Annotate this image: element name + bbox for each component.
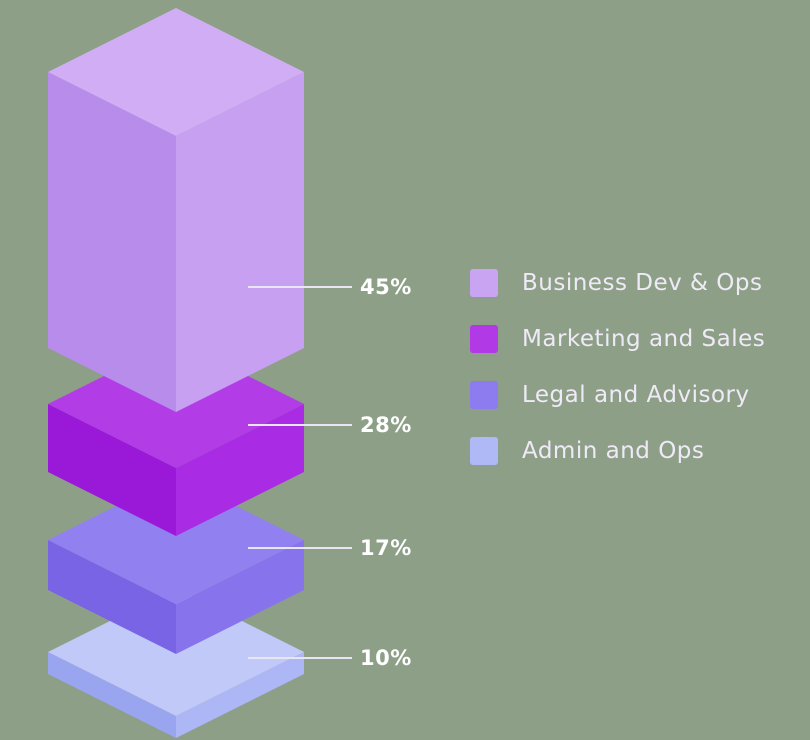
block-left-face <box>48 652 176 738</box>
legend-item-admin-ops: Admin and Ops <box>470 437 765 465</box>
block-right-face <box>176 404 304 536</box>
block-right-face <box>176 72 304 412</box>
block-right-face <box>176 540 304 654</box>
percent-label-marketing-sales: 28% <box>360 413 412 437</box>
block-left-face <box>48 72 176 412</box>
percent-label-admin-ops: 10% <box>360 646 412 670</box>
block-right-face <box>176 652 304 738</box>
legend-swatch-marketing-sales <box>470 325 498 353</box>
legend-item-business-dev: Business Dev & Ops <box>470 269 765 297</box>
legend-item-legal-advisory: Legal and Advisory <box>470 381 765 409</box>
legend-swatch-admin-ops <box>470 437 498 465</box>
block-top-face <box>48 476 304 604</box>
block-top-face <box>48 8 304 136</box>
legend-label-admin-ops: Admin and Ops <box>522 438 705 464</box>
percent-label-business-dev: 45% <box>360 275 412 299</box>
percent-label-legal-advisory: 17% <box>360 536 412 560</box>
block-left-face <box>48 404 176 536</box>
block-left-face <box>48 540 176 654</box>
legend: Business Dev & Ops Marketing and Sales L… <box>470 269 765 465</box>
legend-label-business-dev: Business Dev & Ops <box>522 270 763 296</box>
legend-item-marketing-sales: Marketing and Sales <box>470 325 765 353</box>
legend-label-marketing-sales: Marketing and Sales <box>522 326 766 352</box>
legend-swatch-legal-advisory <box>470 381 498 409</box>
legend-label-legal-advisory: Legal and Advisory <box>522 382 750 408</box>
legend-swatch-business-dev <box>470 269 498 297</box>
